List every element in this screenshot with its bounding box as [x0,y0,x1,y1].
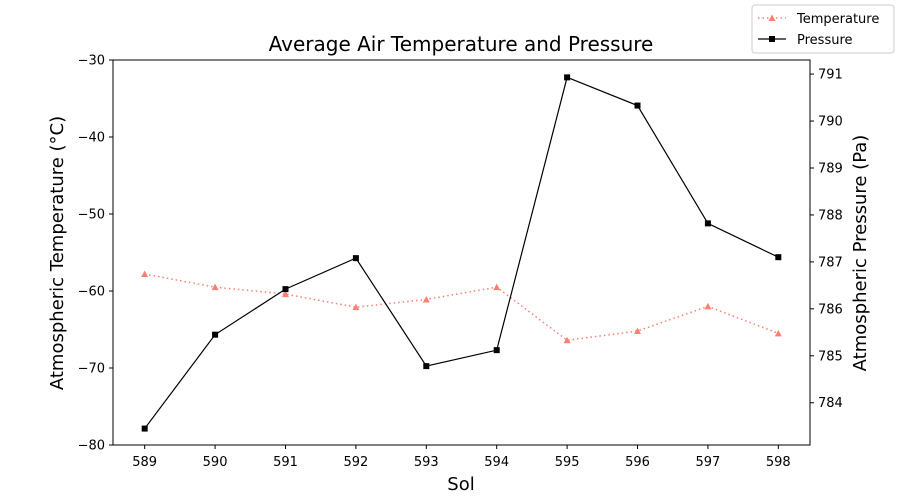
x-tick-label: 591 [273,455,298,470]
pressure-data-point [423,363,430,370]
temperature-data-point [704,302,712,310]
y-right-tick-label: 789 [818,161,843,176]
y-right-tick-label: 790 [818,115,843,130]
x-tick-label: 598 [766,455,791,470]
y-right-axis-label: Atmospheric Pressure (Pa) [850,135,871,372]
temperature-data-point [141,270,149,278]
legend-pressure-label: Pressure [797,33,853,48]
x-tick-label: 596 [625,455,650,470]
pressure-data-point [141,425,148,432]
pressure-data-point [493,347,500,354]
temperature-data-point [352,303,360,311]
x-tick-label: 589 [132,455,157,470]
x-tick-label: 590 [203,455,228,470]
y-right-tick-label: 784 [818,396,843,411]
pressure-data-point [352,255,359,262]
legend-temperature-marker [768,14,776,21]
temperature-data-point [563,336,571,344]
legend-pressure-marker [769,36,775,42]
pressure-series-line [144,76,779,429]
plot-frame [112,59,811,446]
pressure-data-point [282,286,289,293]
legend: Temperature Pressure [751,4,895,54]
temperature-data-point [634,327,642,335]
y-right-tick-label: 786 [818,302,843,317]
temperature-data-point [211,283,219,291]
legend-frame [751,4,895,54]
y-right-tick-label: 788 [818,208,843,223]
x-tick-label: 592 [343,455,368,470]
axes-layer: 589 590 591 592 593 594 595 596 597 598 −80 −70 −60 −… [78,54,843,471]
y-left-axis-label: Atmospheric Temperature (°C) [47,116,68,390]
x-axis-label: Sol [447,474,474,495]
series-layer [141,74,782,432]
y-left-tick-label: −30 [78,54,105,69]
temperature-data-point [281,290,289,298]
y-left-tick-label: −60 [78,285,105,300]
x-tick-label: 595 [555,455,580,470]
x-tick-label: 594 [484,455,509,470]
temperature-data-point [774,329,782,337]
y-left-tick-label: −50 [78,208,105,223]
pressure-data-point [634,102,641,109]
x-tick-label: 597 [696,455,721,470]
legend-temperature-label: Temperature [796,12,879,27]
temperature-series-line [144,273,779,342]
y-right-tick-label: 791 [818,68,843,83]
pressure-data-point [775,254,782,261]
y-right-tick-label: 785 [818,349,843,364]
x-tick-label: 593 [414,455,439,470]
temperature-data-point [493,283,501,291]
pressure-data-point [212,331,219,338]
chart-title: Average Air Temperature and Pressure [269,32,654,56]
pressure-data-point [564,74,571,81]
y-left-tick-label: −80 [78,439,105,454]
y-right-tick-label: 787 [818,255,843,270]
y-left-tick-label: −70 [78,362,105,377]
temperature-data-point [422,295,430,303]
pressure-data-point [704,220,711,227]
y-left-tick-label: −40 [78,131,105,146]
